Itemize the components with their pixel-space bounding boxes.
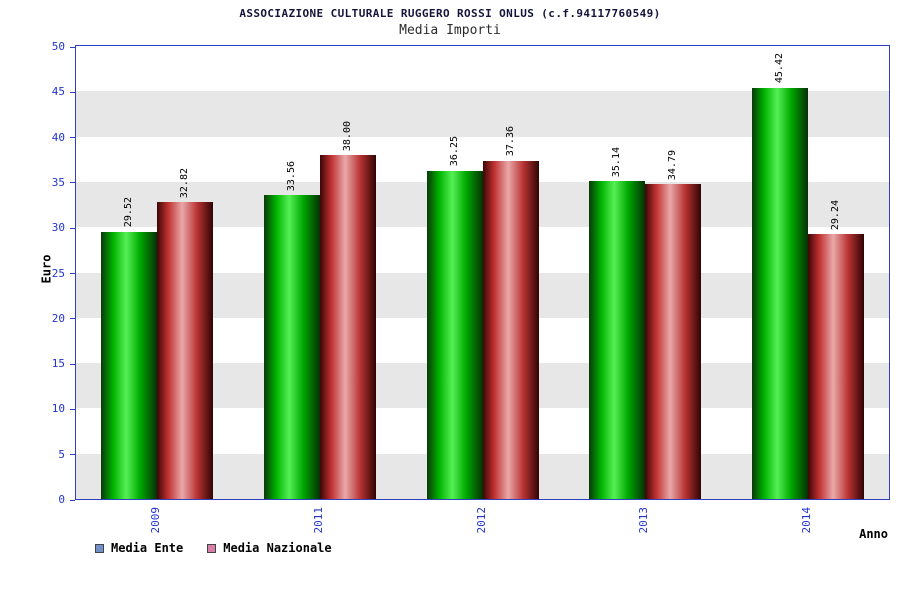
legend-marker-media-ente-icon — [95, 543, 104, 553]
bar-value-label: 34.79 — [667, 149, 679, 180]
y-tick-mark — [70, 46, 75, 48]
legend: Media Ente Media Nazionale — [95, 541, 332, 555]
y-tick-label: 25 — [51, 266, 65, 280]
y-tick-label: 0 — [58, 493, 65, 506]
plot-area: 29.52 33.56 36.25 35.14 45.42 32.82 38.00 37.36… — [75, 45, 890, 500]
bar-media-nazionale-2009 — [157, 201, 214, 499]
x-tick-label: 2009 — [149, 507, 163, 534]
y-tick-mark — [70, 499, 75, 501]
y-tick-label: 30 — [51, 221, 65, 235]
y-tick-mark — [70, 318, 75, 320]
y-tick-label: 10 — [51, 402, 65, 416]
legend-item-media-nazionale: Media Nazionale — [207, 541, 332, 555]
bar-media-ente-2011 — [263, 194, 320, 499]
y-tick-mark — [70, 273, 75, 274]
chart-title: ASSOCIAZIONE CULTURALE RUGGERO ROSSI ONL… — [239, 7, 661, 20]
bar-media-ente-2013 — [589, 180, 646, 499]
y-tick-mark — [70, 227, 75, 229]
bar-media-ente-2014 — [751, 87, 808, 499]
y-tick-label: 45 — [51, 85, 65, 99]
bar-value-label: 29.24 — [829, 199, 841, 231]
bar-value-label: 32.82 — [179, 167, 191, 198]
y-tick-label: 20 — [51, 311, 65, 325]
bar-value-label: 38.00 — [341, 120, 353, 151]
bar-value-label: 29.52 — [123, 197, 135, 228]
legend-marker-media-nazionale-icon — [207, 543, 217, 553]
bar-value-label: 33.56 — [285, 160, 297, 191]
bar-value-label: 45.42 — [773, 53, 785, 84]
y-tick-mark — [70, 182, 75, 184]
legend-item-media-ente: Media Ente — [95, 541, 183, 555]
y-tick-label: 15 — [51, 357, 65, 371]
grid-band — [76, 46, 889, 91]
x-tick-label: 2011 — [311, 507, 325, 534]
x-axis-title: Anno — [859, 527, 888, 541]
y-tick-mark — [70, 137, 75, 139]
y-tick-label: 50 — [51, 40, 65, 53]
y-tick-mark — [70, 408, 75, 410]
y-tick-label: 40 — [51, 130, 65, 144]
y-tick-mark — [70, 363, 75, 365]
bar-value-label: 36.25 — [448, 136, 460, 167]
bar-media-ente-2012 — [426, 170, 483, 499]
bar-media-ente-2009 — [101, 231, 158, 499]
y-axis: 0 5 10 15 20 25 30 35 40 45 50 — [0, 40, 75, 506]
y-tick-mark — [70, 91, 75, 93]
chart-subtitle: Media Importi — [399, 23, 501, 38]
legend-label-media-ente: Media Ente — [111, 541, 184, 555]
bar-media-nazionale-2011 — [319, 154, 376, 499]
x-tick-label: 2012 — [474, 507, 488, 534]
bar-value-label: 37.36 — [504, 126, 516, 157]
x-tick-label: 2014 — [799, 507, 813, 534]
bar-media-nazionale-2013 — [645, 183, 702, 499]
y-tick-label: 5 — [58, 447, 65, 461]
y-tick-label: 35 — [51, 175, 65, 189]
legend-label-media-nazionale: Media Nazionale — [223, 541, 332, 555]
bar-media-nazionale-2012 — [482, 160, 539, 499]
y-tick-mark — [70, 454, 75, 456]
bar-media-nazionale-2014 — [807, 234, 864, 499]
bar-value-label: 35.14 — [611, 146, 623, 177]
x-tick-label: 2013 — [637, 507, 651, 534]
